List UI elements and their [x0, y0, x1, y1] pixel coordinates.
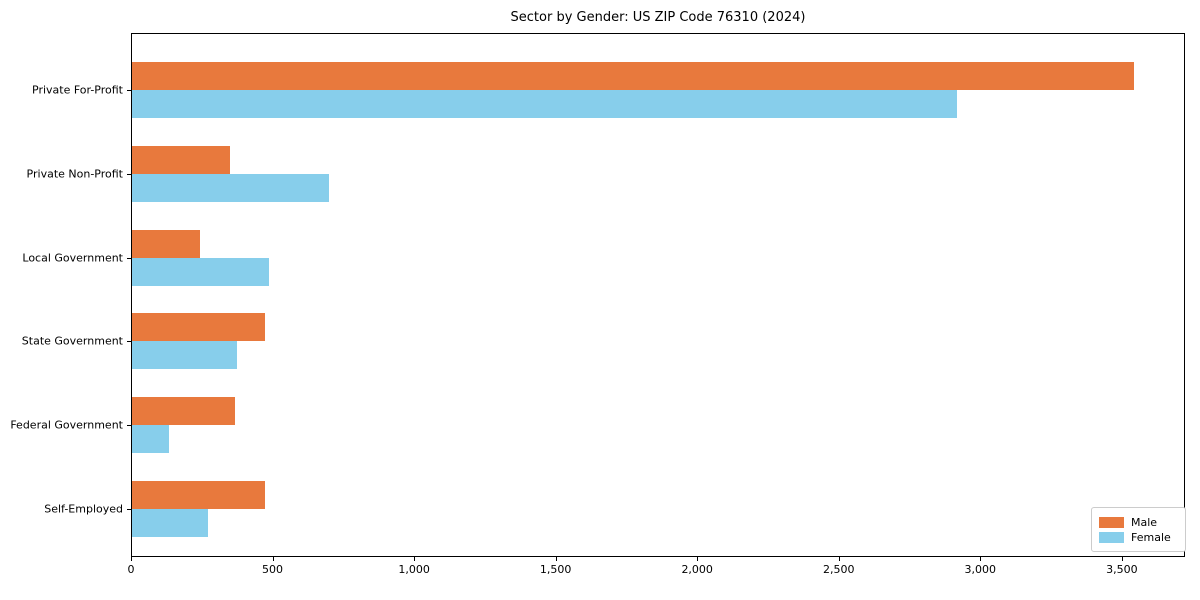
bar-female-3 — [132, 257, 270, 286]
y-tick-label: Self-Employed — [44, 502, 123, 516]
bar-male-4 — [132, 313, 266, 342]
x-tick-label: 0 — [127, 563, 135, 576]
x-tick-label: 500 — [262, 563, 284, 576]
bar-female-1 — [132, 90, 958, 118]
x-tick-mark — [414, 557, 416, 561]
x-tick-label: 1,000 — [398, 563, 430, 576]
x-tick-mark — [697, 557, 699, 561]
x-tick-mark — [838, 557, 840, 561]
bar-female-2 — [132, 173, 329, 202]
chart-title: Sector by Gender: US ZIP Code 76310 (202… — [510, 10, 806, 25]
y-tick-label: Private For-Profit — [32, 83, 123, 97]
x-tick-label: 1,500 — [539, 563, 572, 576]
plot-area — [131, 33, 1185, 557]
x-tick-label: 3,500 — [1106, 563, 1138, 576]
x-tick-mark — [272, 557, 274, 561]
x-tick-mark — [131, 557, 132, 561]
x-tick-mark — [555, 557, 557, 561]
legend-label-female: Female — [1131, 530, 1171, 544]
legend-label-male: Male — [1131, 515, 1158, 529]
y-tick-label: Private Non-Profit — [26, 167, 123, 181]
x-tick-label: 2,500 — [823, 563, 855, 576]
y-tick-label: Federal Government — [10, 418, 123, 432]
y-tick-mark — [127, 509, 131, 510]
y-tick-mark — [127, 90, 131, 91]
y-tick-mark — [127, 425, 131, 427]
bar-male-1 — [132, 62, 1135, 90]
y-tick-mark — [127, 173, 131, 175]
bar-male-3 — [132, 229, 200, 258]
legend-item-male: Male — [1099, 515, 1178, 529]
bar-male-6 — [132, 481, 266, 509]
y-tick-mark — [127, 257, 131, 259]
female-swatch — [1099, 531, 1124, 543]
bar-male-5 — [132, 397, 236, 426]
y-tick-mark — [127, 341, 131, 343]
legend-item-female: Female — [1099, 530, 1178, 544]
x-tick-mark — [980, 557, 982, 561]
y-tick-label: Local Government — [22, 251, 123, 265]
bar-female-6 — [132, 509, 209, 537]
x-tick-label: 2,000 — [681, 563, 713, 576]
bar-male-2 — [132, 145, 230, 174]
legend: Male Female — [1091, 507, 1186, 552]
bar-female-4 — [132, 341, 237, 370]
bar-female-5 — [132, 425, 169, 454]
x-tick-mark — [1121, 557, 1123, 561]
y-tick-label: State Government — [21, 334, 123, 348]
male-swatch — [1099, 516, 1124, 528]
x-tick-label: 3,000 — [964, 563, 997, 576]
